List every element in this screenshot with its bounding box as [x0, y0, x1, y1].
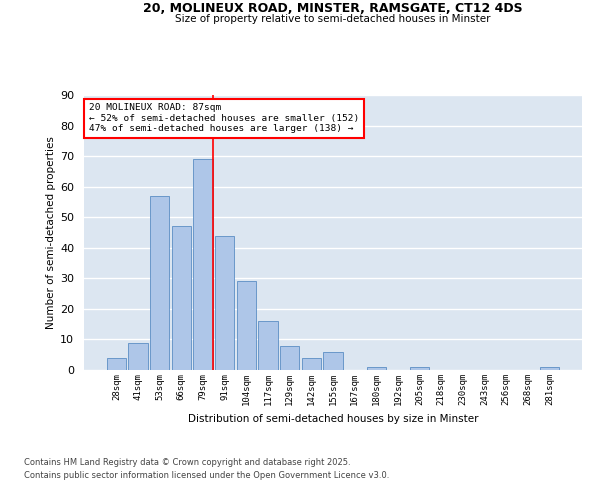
Bar: [215, 236, 235, 370]
Bar: [193, 159, 213, 370]
Bar: [236, 282, 256, 370]
Bar: [150, 196, 169, 370]
Bar: [540, 367, 559, 370]
Bar: [172, 226, 191, 370]
Y-axis label: Number of semi-detached properties: Number of semi-detached properties: [46, 136, 56, 329]
Text: Size of property relative to semi-detached houses in Minster: Size of property relative to semi-detach…: [175, 14, 491, 24]
Text: Distribution of semi-detached houses by size in Minster: Distribution of semi-detached houses by …: [188, 414, 478, 424]
Bar: [280, 346, 299, 370]
Bar: [323, 352, 343, 370]
Bar: [367, 367, 386, 370]
Text: Contains HM Land Registry data © Crown copyright and database right 2025.: Contains HM Land Registry data © Crown c…: [24, 458, 350, 467]
Bar: [410, 367, 430, 370]
Bar: [107, 358, 126, 370]
Text: 20, MOLINEUX ROAD, MINSTER, RAMSGATE, CT12 4DS: 20, MOLINEUX ROAD, MINSTER, RAMSGATE, CT…: [143, 2, 523, 16]
Bar: [302, 358, 321, 370]
Bar: [258, 321, 278, 370]
Text: Contains public sector information licensed under the Open Government Licence v3: Contains public sector information licen…: [24, 470, 389, 480]
Text: 20 MOLINEUX ROAD: 87sqm
← 52% of semi-detached houses are smaller (152)
47% of s: 20 MOLINEUX ROAD: 87sqm ← 52% of semi-de…: [89, 104, 359, 133]
Bar: [128, 342, 148, 370]
